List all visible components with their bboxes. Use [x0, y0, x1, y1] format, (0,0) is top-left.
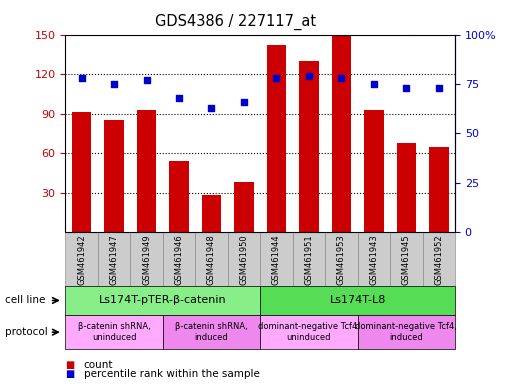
- Text: GSM461942: GSM461942: [77, 234, 86, 285]
- Point: [435, 85, 443, 91]
- Text: count: count: [84, 360, 113, 370]
- Bar: [332, 35, 351, 232]
- Point: [370, 81, 378, 87]
- Bar: [169, 161, 189, 232]
- Text: GSM461947: GSM461947: [110, 234, 119, 285]
- Text: GSM461952: GSM461952: [434, 234, 444, 285]
- Text: GSM461945: GSM461945: [402, 234, 411, 285]
- Text: percentile rank within the sample: percentile rank within the sample: [84, 369, 259, 379]
- Bar: [429, 147, 449, 232]
- Bar: [104, 120, 124, 232]
- Point: [110, 81, 118, 87]
- Point: [337, 75, 346, 81]
- Bar: [299, 61, 319, 232]
- Text: Ls174T-pTER-β-catenin: Ls174T-pTER-β-catenin: [99, 295, 226, 306]
- Text: GSM461953: GSM461953: [337, 234, 346, 285]
- Text: GSM461944: GSM461944: [272, 234, 281, 285]
- Text: β-catenin shRNA,
uninduced: β-catenin shRNA, uninduced: [78, 323, 151, 342]
- Bar: [72, 113, 92, 232]
- Point: [402, 85, 411, 91]
- Point: [77, 75, 86, 81]
- Point: [175, 95, 183, 101]
- Text: Ls174T-L8: Ls174T-L8: [329, 295, 386, 306]
- Point: [272, 75, 281, 81]
- Bar: [137, 110, 156, 232]
- Text: β-catenin shRNA,
induced: β-catenin shRNA, induced: [175, 323, 248, 342]
- Text: GSM461946: GSM461946: [175, 234, 184, 285]
- Text: GDS4386 / 227117_at: GDS4386 / 227117_at: [155, 13, 316, 30]
- Point: [240, 99, 248, 105]
- Point: [142, 77, 151, 83]
- Text: GSM461951: GSM461951: [304, 234, 313, 285]
- Text: ■: ■: [65, 369, 75, 379]
- Text: GSM461943: GSM461943: [369, 234, 378, 285]
- Text: GSM461949: GSM461949: [142, 234, 151, 285]
- Text: dominant-negative Tcf4,
uninduced: dominant-negative Tcf4, uninduced: [258, 323, 360, 342]
- Bar: [396, 143, 416, 232]
- Bar: [202, 195, 221, 232]
- Point: [207, 105, 215, 111]
- Text: GSM461950: GSM461950: [240, 234, 248, 285]
- Text: cell line: cell line: [5, 295, 46, 306]
- Text: ■: ■: [65, 360, 75, 370]
- Text: protocol: protocol: [5, 327, 48, 337]
- Text: GSM461948: GSM461948: [207, 234, 216, 285]
- Text: dominant-negative Tcf4,
induced: dominant-negative Tcf4, induced: [355, 323, 457, 342]
- Point: [305, 73, 313, 79]
- Bar: [234, 182, 254, 232]
- Bar: [267, 45, 286, 232]
- Bar: [364, 110, 383, 232]
